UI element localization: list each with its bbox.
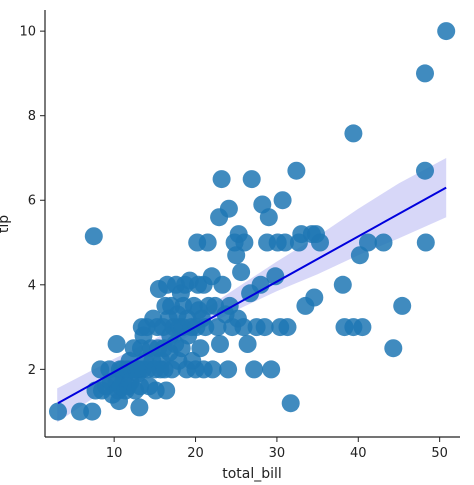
- data-point: [203, 360, 222, 379]
- y-axis-label: tip: [0, 215, 12, 233]
- data-point: [242, 170, 261, 189]
- data-point: [212, 170, 231, 189]
- data-point: [262, 360, 281, 379]
- data-point: [416, 233, 435, 252]
- y-tick-label: 6: [28, 194, 36, 209]
- data-point: [245, 360, 264, 379]
- data-point: [130, 398, 149, 417]
- data-points-layer: [49, 22, 456, 421]
- x-tick-label: 20: [187, 446, 204, 461]
- data-point: [344, 124, 363, 143]
- data-point: [83, 402, 102, 421]
- data-point: [49, 402, 67, 421]
- data-point: [359, 233, 377, 252]
- x-axis-label: total_bill: [222, 466, 282, 482]
- data-point: [235, 233, 254, 252]
- y-tick-label: 2: [28, 363, 36, 378]
- data-point: [198, 233, 217, 252]
- data-point: [251, 275, 270, 294]
- data-point: [353, 318, 372, 337]
- y-tick-label: 8: [28, 109, 36, 124]
- data-point: [273, 191, 292, 210]
- data-point: [287, 161, 306, 180]
- regression-line-layer: [57, 186, 447, 405]
- data-point: [281, 394, 300, 413]
- x-tick-label: 40: [350, 446, 367, 461]
- data-point: [213, 275, 232, 294]
- data-point: [234, 318, 253, 337]
- data-point: [374, 233, 393, 252]
- data-point: [278, 318, 297, 337]
- x-tick-label: 30: [269, 446, 286, 461]
- data-point: [384, 339, 403, 358]
- data-point: [219, 360, 238, 379]
- regression-line: [57, 186, 447, 405]
- y-tick-label: 4: [28, 278, 36, 293]
- data-point: [305, 288, 324, 307]
- data-point: [259, 208, 278, 227]
- data-point: [416, 64, 434, 83]
- data-point: [157, 381, 176, 400]
- data-point: [437, 22, 456, 41]
- data-point: [333, 275, 352, 294]
- data-point: [84, 227, 103, 246]
- data-point: [191, 339, 210, 358]
- y-tick-label: 10: [19, 25, 36, 40]
- data-point: [219, 199, 238, 218]
- data-point: [232, 263, 251, 282]
- data-point: [276, 233, 294, 252]
- data-point: [255, 318, 274, 337]
- x-tick-label: 10: [106, 446, 123, 461]
- ticks: 10 20 30 40 50 2 4 6 8 10: [19, 25, 447, 461]
- data-point: [107, 335, 126, 353]
- data-point: [238, 335, 257, 353]
- data-point: [416, 161, 434, 180]
- data-point: [311, 233, 329, 252]
- data-point: [393, 296, 412, 315]
- x-tick-label: 50: [431, 446, 448, 461]
- data-point: [211, 335, 229, 353]
